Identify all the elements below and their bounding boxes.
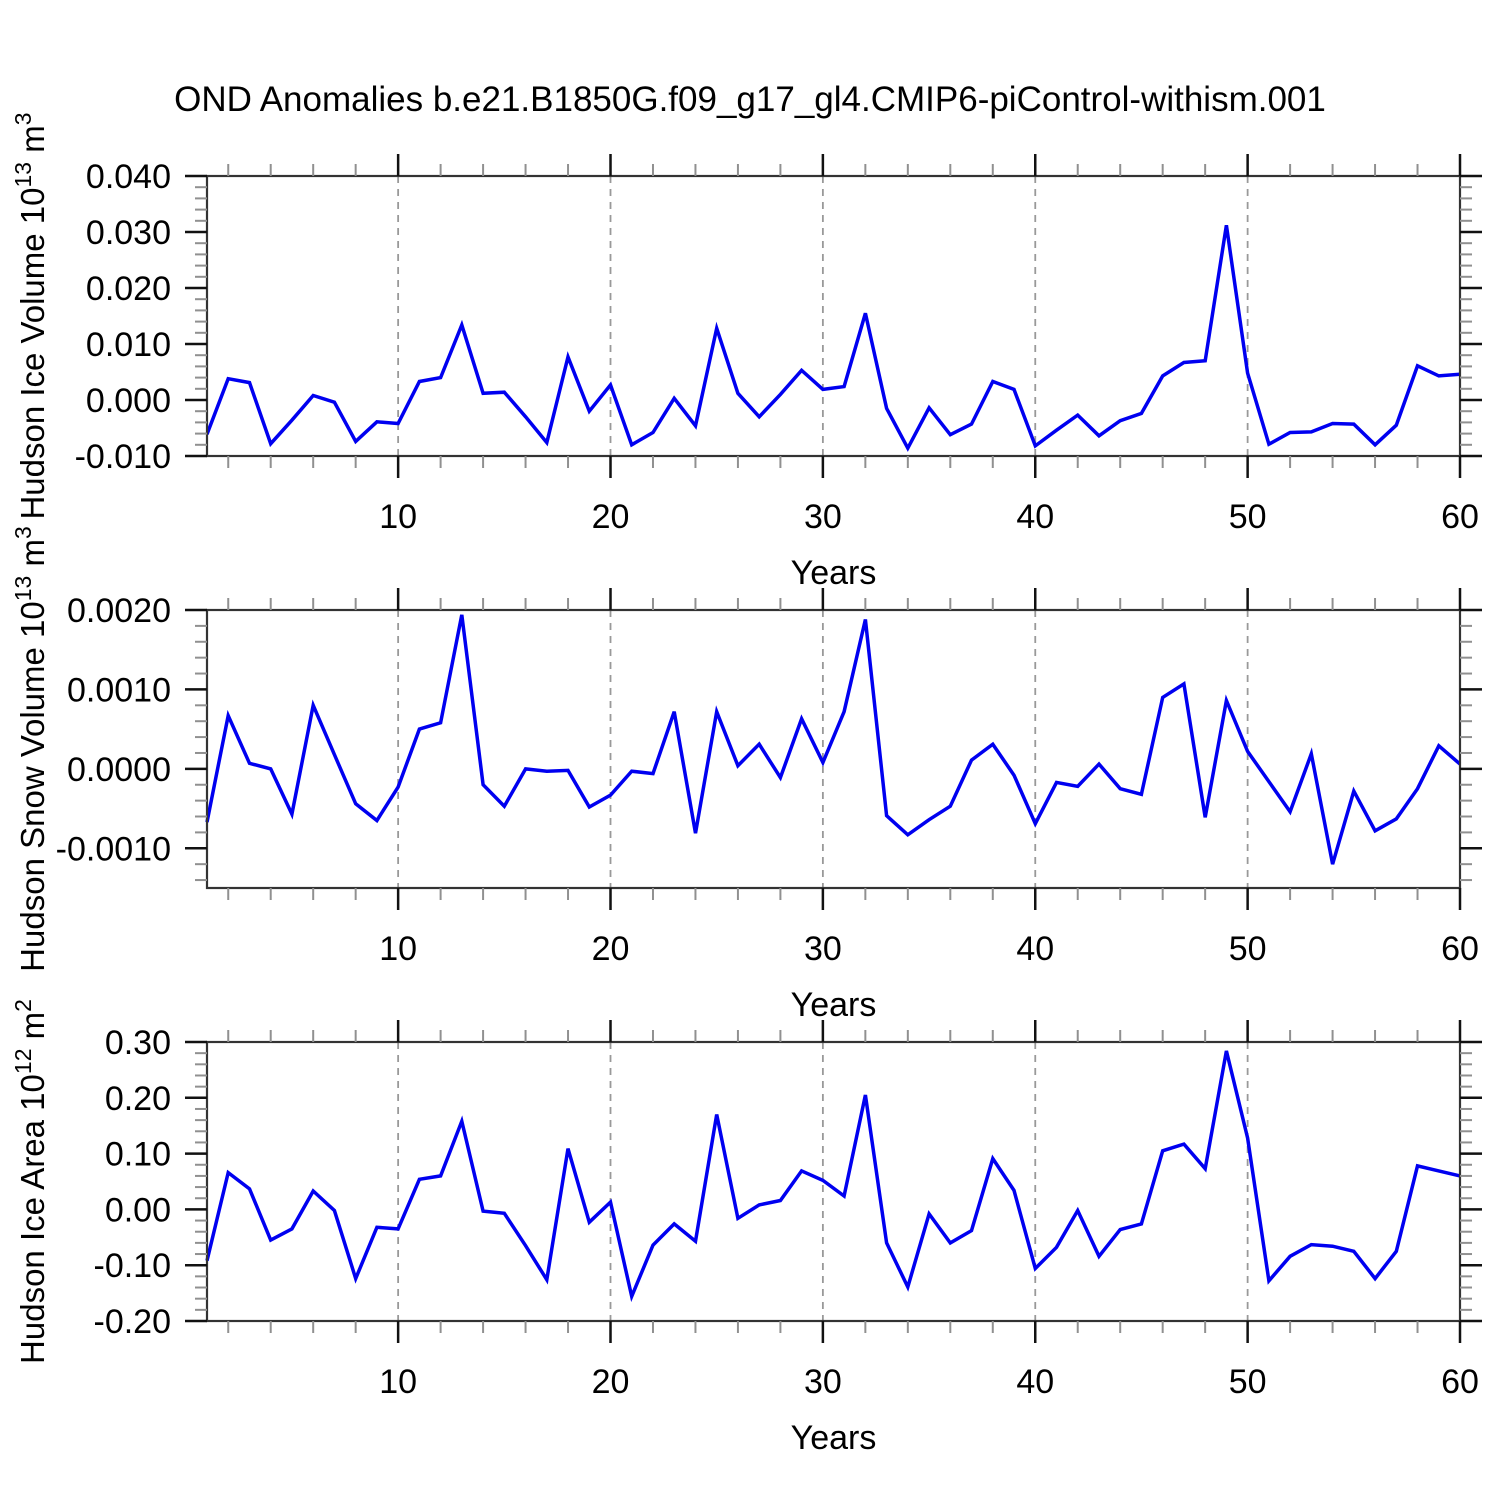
x-tick-label: 30: [804, 498, 842, 536]
chart-panel-3: 10 20 30 40 50 60 0.30 0.20 0.10 0.00 -0.10 -0.20 Ye…: [10, 999, 1482, 1457]
x-tick-label: 10: [379, 498, 417, 536]
x-tick-label: 20: [592, 1363, 630, 1401]
x-axis-title: Years: [791, 1419, 877, 1457]
y-tick-label: 0.20: [105, 1080, 171, 1118]
plot-box: [205, 174, 1462, 458]
y-tick-label: -0.10: [94, 1247, 172, 1285]
y-tick-label: -0.010: [75, 438, 171, 476]
x-tick-label: 60: [1441, 498, 1479, 536]
x-tick-label: 60: [1441, 1363, 1479, 1401]
x-tick-label: 60: [1441, 930, 1479, 968]
x-tick-label: 40: [1016, 930, 1054, 968]
x-tick-label: 50: [1229, 498, 1267, 536]
y-tick-label: 0.00: [105, 1191, 171, 1229]
y-tick-label: 0.0000: [67, 751, 171, 789]
y-tick-label: 0.000: [86, 382, 171, 420]
x-tick-label: 30: [804, 1363, 842, 1401]
data-line: [205, 614, 1462, 865]
y-tick-label: 0.0020: [67, 592, 171, 630]
x-tick-label: 40: [1016, 498, 1054, 536]
plot-box: [205, 1040, 1462, 1323]
y-tick-label: 0.020: [86, 270, 171, 308]
data-line: [205, 225, 1461, 452]
x-tick-label: 20: [592, 930, 630, 968]
y-axis-title: Hudson Ice Volume 1013 m3: [10, 112, 51, 519]
y-axis-title: Hudson Ice Area 1012 m2: [10, 999, 51, 1364]
x-tick-label: 20: [592, 498, 630, 536]
chart-panel-2: 10 20 30 40 50 60 0.0020 0.0010 0.0000 -0.0010 Yea…: [10, 526, 1482, 1024]
y-tick-label: 0.010: [86, 326, 171, 364]
y-tick-label: 0.040: [86, 158, 171, 196]
y-tick-label: 0.30: [105, 1024, 171, 1062]
y-tick-label: 0.030: [86, 214, 171, 252]
y-axis-title: Hudson Snow Volume 1013 m3: [10, 526, 51, 972]
x-tick-label: 50: [1229, 1363, 1267, 1401]
y-tick-label: 0.0010: [67, 671, 171, 709]
x-axis-title: Years: [791, 986, 877, 1024]
y-tick-label: 0.10: [105, 1136, 171, 1174]
y-tick-label: -0.20: [94, 1303, 172, 1341]
x-tick-label: 10: [379, 930, 417, 968]
x-tick-label: 10: [379, 1363, 417, 1401]
x-axis-title: Years: [791, 554, 877, 592]
chart-panel-1: 10 20 30 40 50 60 0.040 0.030 0.020 0.010 0.000 -0.…: [10, 112, 1482, 592]
x-tick-label: 40: [1016, 1363, 1054, 1401]
x-tick-label: 30: [804, 930, 842, 968]
plot-box: [205, 608, 1462, 890]
x-tick-label: 50: [1229, 930, 1267, 968]
y-tick-label: -0.0010: [56, 830, 171, 868]
figure-title: OND Anomalies b.e21.B1850G.f09_g17_gl4.C…: [174, 80, 1326, 119]
data-line: [205, 1050, 1461, 1303]
